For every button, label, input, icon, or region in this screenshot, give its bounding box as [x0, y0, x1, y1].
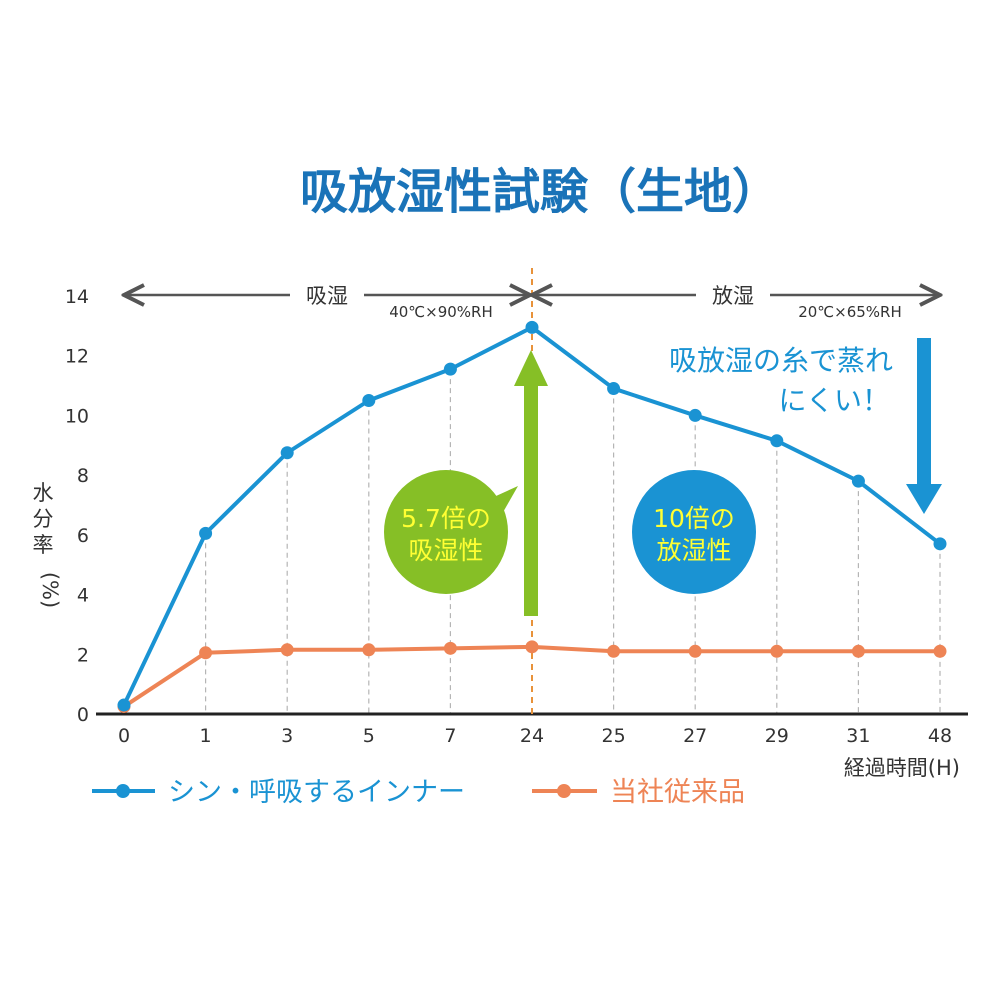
absorb-badge-circle: [384, 470, 508, 594]
absorb-phase: 吸湿 40℃×90%RH: [124, 284, 530, 321]
data-point: [851, 474, 865, 488]
data-point: [525, 320, 539, 334]
release-phase: 放湿 20℃×65%RH: [532, 284, 940, 321]
callout-line2: にくい！: [779, 384, 890, 417]
x-tick-label: 29: [765, 725, 789, 747]
absorb-badge-line1: 5.7倍の: [401, 504, 491, 533]
absorb-up-arrow: [514, 350, 548, 616]
y-axis-label-unit: (%): [38, 572, 62, 608]
legend-label-conventional: 当社従来品: [610, 777, 745, 808]
y-tick-label: 4: [77, 585, 89, 607]
y-axis-label-char: 率: [33, 533, 54, 557]
y-axis-label: 水 分 率 (%): [33, 481, 63, 608]
data-point: [199, 526, 213, 540]
data-point: [362, 394, 376, 407]
release-down-arrow: [906, 338, 942, 514]
x-tick-label: 1: [200, 725, 212, 747]
data-point: [851, 644, 865, 658]
data-point: [117, 698, 131, 712]
data-point: [525, 640, 539, 654]
series-points-breathing-inner: [117, 320, 947, 712]
y-tick-label: 14: [65, 286, 89, 308]
absorb-arrow-head: [514, 350, 548, 386]
release-condition-label: 20℃×65%RH: [798, 303, 902, 321]
absorb-arrow-shaft: [524, 380, 538, 616]
y-tick-label: 12: [65, 346, 89, 368]
y-tick-label: 6: [77, 525, 89, 547]
legend: シン・呼吸するインナー 当社従来品: [92, 777, 745, 808]
y-tick-label: 8: [77, 465, 89, 487]
y-axis-label-char: 分: [33, 507, 54, 531]
x-axis: 0 1 3 5 7 24 25 27 29 31 48: [96, 712, 968, 747]
data-point: [933, 537, 947, 551]
grid-lines: [205, 379, 941, 714]
data-point: [688, 408, 702, 422]
x-tick-label: 25: [602, 725, 626, 747]
legend-swatch-marker: [116, 784, 130, 798]
data-point: [688, 644, 702, 658]
x-tick-label: 3: [281, 725, 293, 747]
y-axis-label-char: 水: [33, 481, 54, 505]
data-point: [607, 382, 621, 396]
release-phase-label: 放湿: [712, 284, 754, 308]
data-point: [443, 362, 457, 376]
data-point: [770, 644, 784, 658]
y-tick-label: 0: [77, 704, 89, 726]
release-badge-line1: 10倍の: [653, 504, 735, 533]
release-arrow-shaft: [917, 338, 931, 488]
data-point: [443, 641, 457, 655]
x-tick-label: 27: [683, 725, 707, 747]
absorb-badge-line2: 吸湿性: [408, 536, 483, 565]
data-point: [280, 446, 294, 460]
absorb-condition-label: 40℃×90%RH: [389, 303, 493, 321]
y-axis: 0 2 4 6 8 10 12 14: [65, 286, 89, 726]
x-tick-label: 31: [846, 725, 870, 747]
absorb-badge: 5.7倍の 吸湿性: [384, 470, 518, 594]
y-tick-label: 2: [77, 644, 89, 666]
data-point: [362, 643, 376, 657]
legend-label-breathing-inner: シン・呼吸するインナー: [168, 777, 465, 808]
release-badge: 10倍の 放湿性: [632, 470, 756, 594]
x-tick-label: 0: [118, 725, 130, 747]
release-badge-circle: [632, 470, 756, 594]
legend-item-conventional: 当社従来品: [532, 777, 745, 808]
legend-item-breathing-inner: シン・呼吸するインナー: [92, 777, 465, 808]
x-axis-label: 経過時間(H): [844, 756, 960, 780]
data-point: [607, 644, 621, 658]
data-point: [933, 644, 947, 658]
absorb-phase-label: 吸湿: [306, 284, 348, 308]
chart-title: 吸放湿性試験（生地）: [300, 164, 780, 220]
release-badge-line2: 放湿性: [656, 536, 731, 565]
release-arrow-head: [906, 484, 942, 514]
legend-swatch-marker: [557, 784, 571, 798]
x-tick-label: 24: [520, 725, 544, 747]
absorb-badge-pointer: [496, 486, 518, 514]
x-tick-label: 5: [363, 725, 375, 747]
data-point: [280, 643, 294, 657]
y-tick-label: 10: [65, 405, 89, 427]
x-tick-label: 7: [444, 725, 456, 747]
data-point: [199, 646, 213, 660]
callout-line1: 吸放湿の糸で蒸れ: [669, 344, 893, 377]
x-tick-label: 48: [928, 725, 952, 747]
data-point: [770, 434, 784, 448]
